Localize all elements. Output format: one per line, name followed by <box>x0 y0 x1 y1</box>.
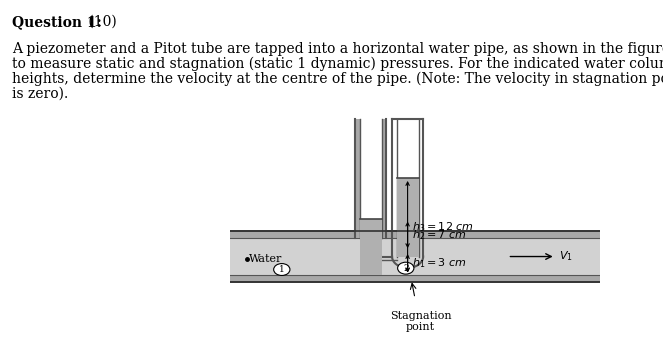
Text: $h_2 = 7$ cm: $h_2 = 7$ cm <box>412 228 467 242</box>
Text: $h_3 = 12$ cm: $h_3 = 12$ cm <box>412 220 474 234</box>
Circle shape <box>274 264 290 275</box>
Text: 1: 1 <box>279 265 284 274</box>
Circle shape <box>398 262 414 274</box>
Text: is zero).: is zero). <box>12 87 68 101</box>
Text: 2: 2 <box>403 264 408 273</box>
Bar <box>230 231 600 238</box>
Text: heights, determine the velocity at the centre of the pipe. (Note: The velocity i: heights, determine the velocity at the c… <box>12 72 663 86</box>
Text: Water: Water <box>249 254 282 264</box>
Text: $V_1$: $V_1$ <box>560 249 573 264</box>
Bar <box>230 275 600 282</box>
Bar <box>396 178 419 257</box>
Text: A piezometer and a Pitot tube are tapped into a horizontal water pipe, as shown : A piezometer and a Pitot tube are tapped… <box>12 42 663 56</box>
Text: Question 1:: Question 1: <box>12 15 101 29</box>
Text: Stagnation
point: Stagnation point <box>390 311 452 332</box>
Bar <box>230 238 600 275</box>
Text: to measure static and stagnation (static 1 dynamic) pressures. For the indicated: to measure static and stagnation (static… <box>12 57 663 71</box>
Bar <box>382 118 386 238</box>
Text: $h_1 = 3$ cm: $h_1 = 3$ cm <box>412 256 467 270</box>
Bar <box>359 219 382 275</box>
Text: (10): (10) <box>84 15 117 29</box>
Bar <box>355 118 359 238</box>
